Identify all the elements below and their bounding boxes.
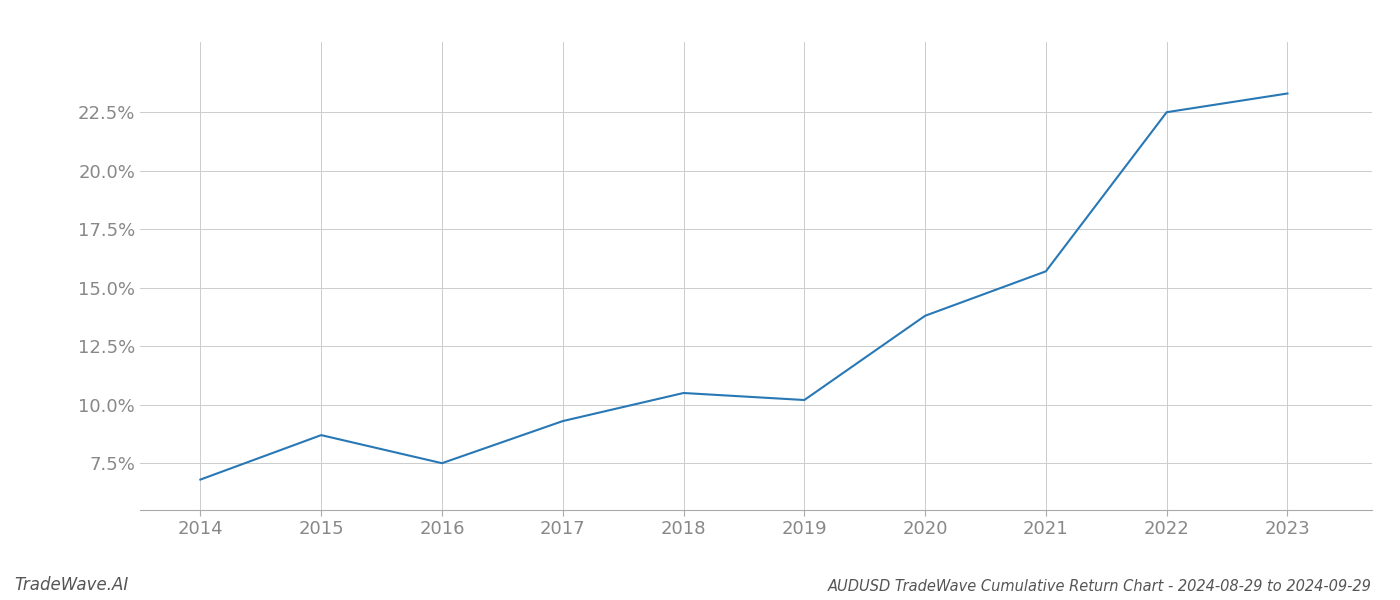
Text: TradeWave.AI: TradeWave.AI (14, 576, 129, 594)
Text: AUDUSD TradeWave Cumulative Return Chart - 2024-08-29 to 2024-09-29: AUDUSD TradeWave Cumulative Return Chart… (829, 579, 1372, 594)
